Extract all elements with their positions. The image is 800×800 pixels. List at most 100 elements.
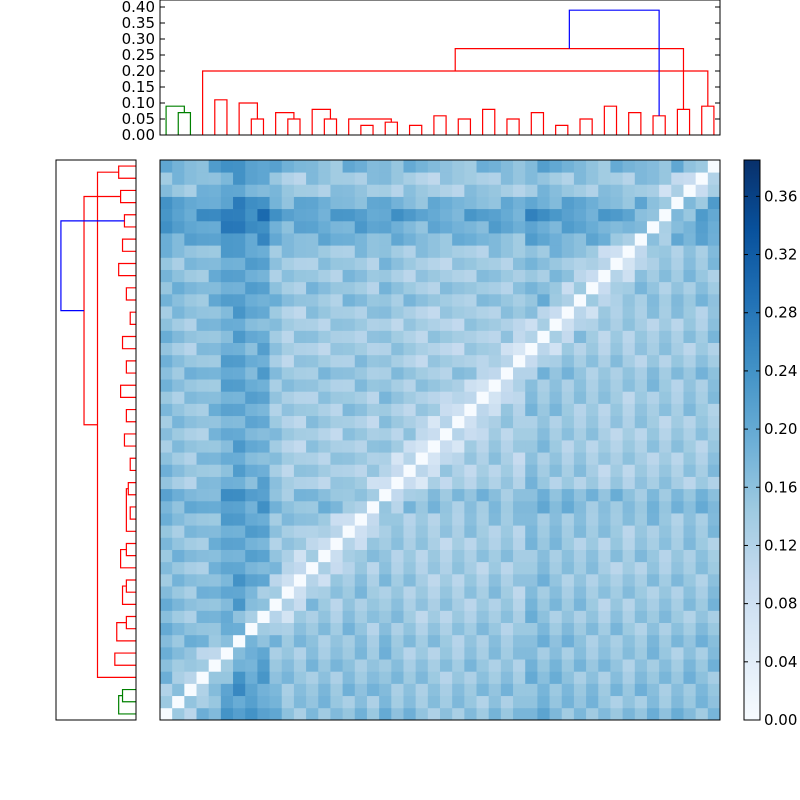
heatmap-cell — [610, 598, 623, 611]
heatmap-cell — [586, 476, 599, 490]
heatmap-cell — [659, 233, 672, 246]
heatmap-cell — [172, 549, 185, 563]
heatmap-cell — [184, 391, 197, 404]
heatmap-cell — [281, 488, 295, 502]
heatmap-cell — [427, 573, 441, 587]
heatmap-cell — [622, 220, 636, 234]
left-dendrogram-link — [96, 171, 136, 678]
heatmap-cell — [354, 220, 368, 234]
heatmap-cell — [610, 671, 623, 684]
heatmap-cell — [452, 561, 465, 575]
heatmap-cell — [440, 245, 453, 258]
heatmap-cell — [573, 464, 587, 477]
heatmap-cell — [196, 306, 210, 319]
heatmap-cell — [293, 403, 307, 417]
heatmap-cell — [427, 549, 441, 563]
left-dendrogram-link — [129, 506, 136, 520]
heatmap-cell — [537, 610, 550, 623]
heatmap-cell — [561, 172, 575, 185]
heatmap-cell — [586, 513, 599, 526]
heatmap-cell — [598, 646, 611, 660]
heatmap-cell — [160, 293, 173, 307]
heatmap-cell — [220, 634, 234, 648]
heatmap-cell — [220, 513, 234, 526]
heatmap-cell — [683, 513, 697, 526]
heatmap-cell — [342, 342, 356, 356]
heatmap-cell — [586, 415, 599, 429]
heatmap-cell — [245, 634, 258, 648]
heatmap-cell — [683, 318, 697, 331]
heatmap-cell — [476, 598, 490, 611]
heatmap-cell — [525, 269, 538, 283]
heatmap-cell — [172, 391, 185, 404]
heatmap-cell — [586, 220, 599, 234]
heatmap-cell — [707, 172, 721, 185]
heatmap-cell — [330, 172, 343, 185]
heatmap-cell — [646, 403, 660, 417]
heatmap-cell — [391, 452, 404, 465]
heatmap-cell — [342, 330, 356, 343]
heatmap-cell — [500, 573, 514, 587]
heatmap-cell — [525, 476, 538, 490]
heatmap-cell — [488, 634, 502, 648]
heatmap-cell — [488, 683, 502, 697]
heatmap-cell — [464, 379, 477, 392]
heatmap-cell — [452, 233, 465, 246]
heatmap-cell — [245, 318, 258, 331]
heatmap-cell — [379, 281, 392, 295]
heatmap-cell — [525, 257, 538, 270]
heatmap-cell — [573, 415, 587, 429]
heatmap-cell — [549, 245, 563, 258]
heatmap-cell — [281, 476, 295, 490]
heatmap-cell — [391, 610, 404, 623]
top-dendrogram-link — [238, 102, 258, 135]
heatmap-cell — [622, 683, 636, 697]
heatmap-cell — [707, 671, 721, 684]
heatmap-cell — [513, 196, 526, 210]
heatmap-cell — [586, 573, 599, 587]
heatmap-cell — [561, 391, 575, 404]
heatmap-cell — [671, 586, 684, 599]
heatmap-cell — [464, 500, 477, 514]
heatmap-cell — [500, 683, 514, 697]
heatmap-cell — [245, 525, 258, 538]
heatmap-cell — [707, 427, 721, 441]
heatmap-cell — [476, 683, 490, 697]
heatmap-cell — [160, 245, 173, 258]
heatmap-cell — [671, 196, 684, 210]
heatmap-cell — [695, 354, 709, 368]
heatmap-cell — [464, 561, 477, 575]
heatmap-cell — [695, 573, 709, 587]
heatmap-cell — [233, 379, 246, 392]
heatmap-cell — [646, 208, 660, 222]
heatmap-cell — [233, 525, 246, 538]
heatmap-cell — [330, 233, 343, 246]
heatmap-cell — [452, 440, 465, 453]
heatmap-cell — [488, 513, 502, 526]
heatmap-cell — [160, 184, 173, 197]
heatmap-cell — [293, 293, 307, 307]
heatmap-cell — [306, 306, 319, 319]
heatmap-cell — [586, 403, 599, 417]
heatmap-cell — [488, 366, 502, 380]
heatmap-cell — [500, 707, 514, 721]
heatmap-cell — [622, 366, 636, 380]
heatmap-cell — [476, 354, 490, 368]
heatmap-cell — [610, 464, 623, 477]
heatmap-cell — [208, 634, 222, 648]
heatmap-cell — [269, 257, 283, 270]
heatmap-cell — [525, 427, 538, 441]
heatmap-cell — [452, 500, 465, 514]
heatmap-cell — [695, 342, 709, 356]
heatmap-cell — [208, 646, 222, 660]
heatmap-cell — [172, 525, 185, 538]
heatmap-cell — [622, 415, 636, 429]
heatmap-cell — [707, 525, 721, 538]
heatmap-cell — [610, 695, 623, 709]
heatmap-cell — [245, 573, 258, 587]
heatmap-cell — [245, 646, 258, 660]
heatmap-cell — [318, 342, 331, 356]
heatmap-cell — [622, 573, 636, 587]
heatmap-cell — [513, 427, 526, 441]
heatmap-cell — [415, 403, 429, 417]
